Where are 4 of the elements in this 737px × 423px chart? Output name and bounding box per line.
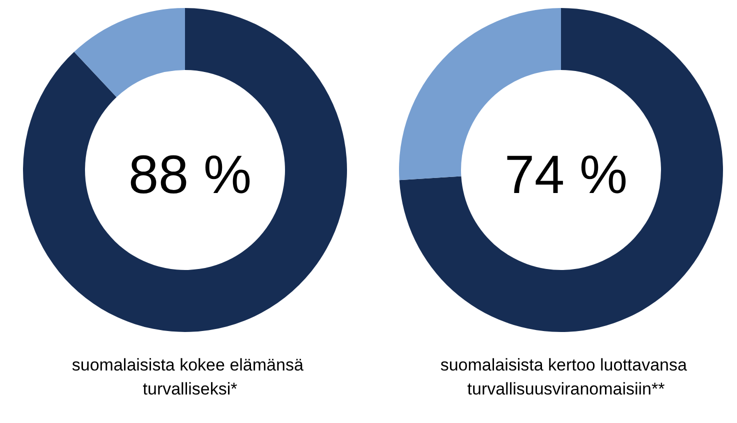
text: suomalaisista kertoo luottavansa turvallisuusviranomaisiin** (440, 356, 692, 398)
data-label: 74 % (504, 145, 628, 205)
data-label: 88 % (128, 145, 252, 205)
text: suomalaisista kokee elämänsä turvalliseksi* (72, 356, 308, 398)
